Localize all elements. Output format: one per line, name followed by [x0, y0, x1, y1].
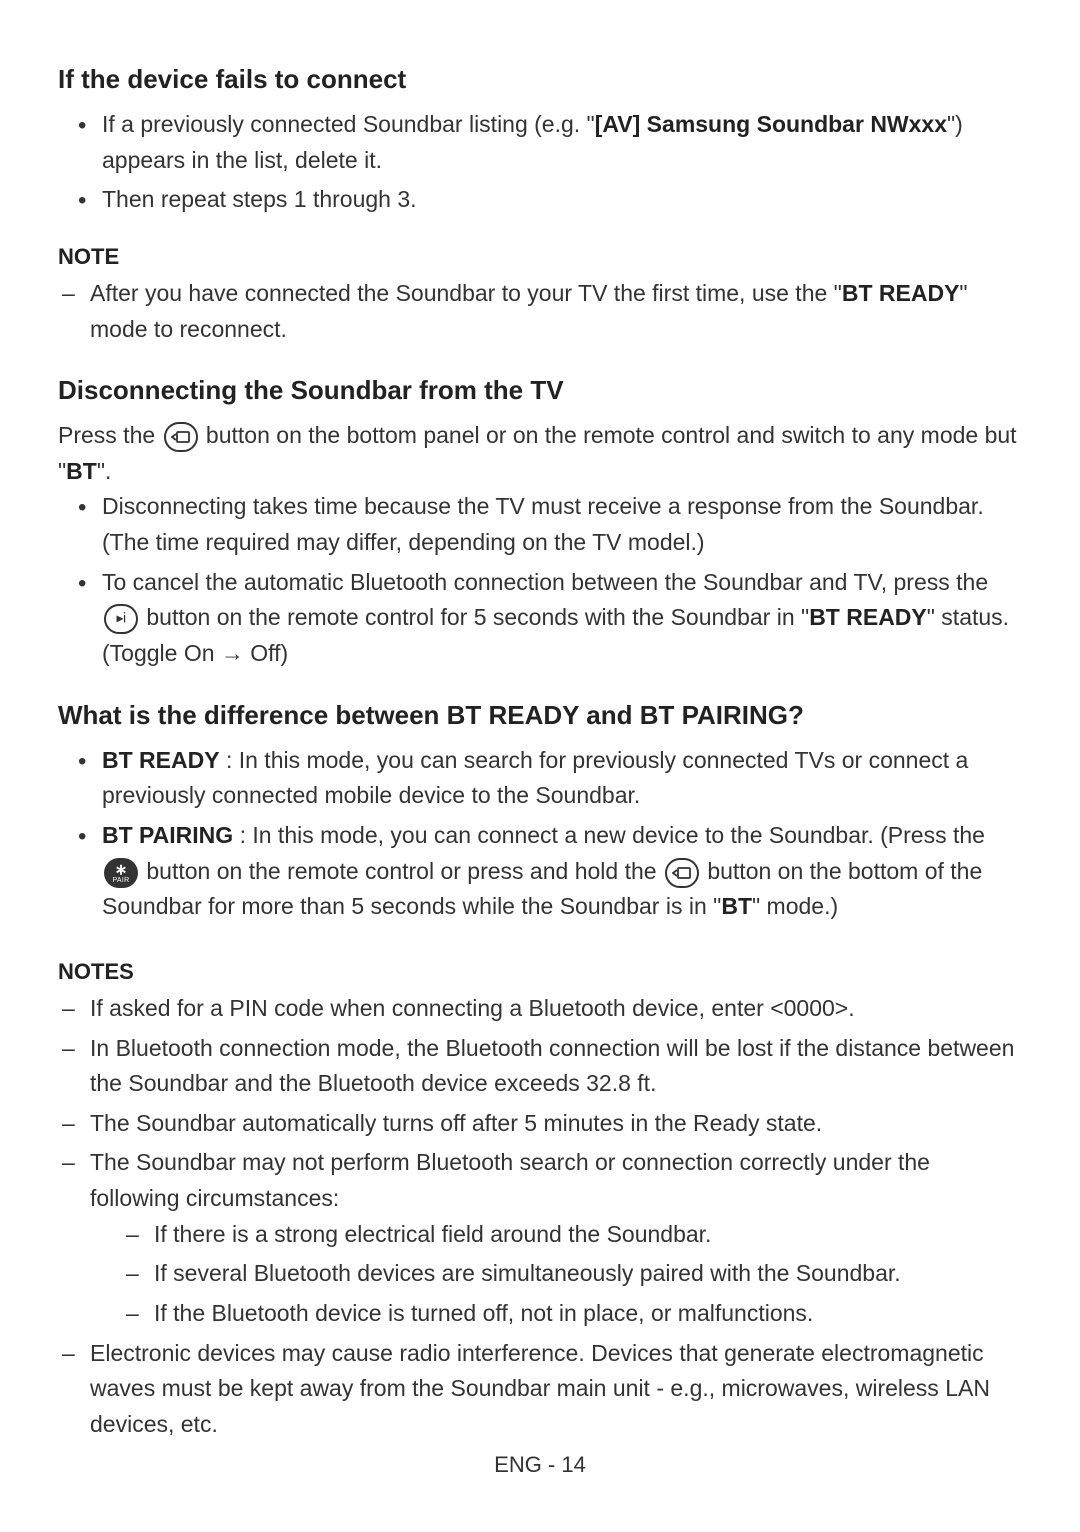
list-item: After you have connected the Soundbar to… [90, 276, 1022, 347]
list-item: The Soundbar automatically turns off aft… [90, 1106, 1022, 1142]
bullet-list: Disconnecting takes time because the TV … [58, 489, 1022, 671]
text: : In this mode, you can search for previ… [102, 747, 968, 809]
list-item: BT READY : In this mode, you can search … [102, 743, 1022, 814]
dash-list-inner: If there is a strong electrical field ar… [90, 1217, 1022, 1332]
text-bold: BT PAIRING [102, 822, 233, 848]
text: ". [97, 458, 112, 484]
text-bold: BT READY [842, 280, 960, 306]
list-item: Then repeat steps 1 through 3. [102, 182, 1022, 218]
page-footer: ENG - 14 [0, 1452, 1080, 1478]
text: button on the remote control for 5 secon… [140, 604, 809, 630]
note-label: NOTE [58, 244, 1022, 270]
paragraph: Press the button on the bottom panel or … [58, 418, 1022, 489]
text: (The time required may differ, depending… [102, 529, 705, 555]
text: Disconnecting takes time because the TV … [102, 493, 984, 519]
text: If a previously connected Soundbar listi… [102, 111, 595, 137]
text: button on the bottom panel or on the rem… [58, 422, 1017, 484]
text: : In this mode, you can connect a new de… [233, 822, 985, 848]
text-bold: BT [721, 893, 752, 919]
list-item: In Bluetooth connection mode, the Blueto… [90, 1031, 1022, 1102]
source-icon [164, 422, 198, 452]
list-item: Electronic devices may cause radio inter… [90, 1336, 1022, 1443]
text: To cancel the automatic Bluetooth connec… [102, 569, 988, 595]
play-pause-icon [104, 604, 138, 634]
notes-label: NOTES [58, 959, 1022, 985]
list-item: If asked for a PIN code when connecting … [90, 991, 1022, 1027]
text-bold: BT READY [809, 604, 927, 630]
text: The Soundbar may not perform Bluetooth s… [90, 1149, 930, 1211]
text-bold: BT READY [102, 747, 220, 773]
text: " mode.) [752, 893, 838, 919]
bullet-list: BT READY : In this mode, you can search … [58, 743, 1022, 925]
bullet-list: If a previously connected Soundbar listi… [58, 107, 1022, 218]
text: Press the [58, 422, 162, 448]
list-item: If there is a strong electrical field ar… [154, 1217, 1022, 1253]
text-bold: [AV] Samsung Soundbar NWxxx [595, 111, 947, 137]
list-item: BT PAIRING : In this mode, you can conne… [102, 818, 1022, 925]
list-item: If the Bluetooth device is turned off, n… [154, 1296, 1022, 1332]
text-bold: BT [66, 458, 97, 484]
bt-pair-icon: ∗PAIR [104, 858, 138, 888]
section-heading-disconnecting: Disconnecting the Soundbar from the TV [58, 375, 1022, 406]
dash-list: If asked for a PIN code when connecting … [58, 991, 1022, 1443]
list-item: Disconnecting takes time because the TV … [102, 489, 1022, 560]
list-item: The Soundbar may not perform Bluetooth s… [90, 1145, 1022, 1331]
section-heading-fails-connect: If the device fails to connect [58, 64, 1022, 95]
text: button on the remote control or press an… [140, 858, 663, 884]
source-icon [665, 858, 699, 888]
text: After you have connected the Soundbar to… [90, 280, 842, 306]
dash-list: After you have connected the Soundbar to… [58, 276, 1022, 347]
list-item: If a previously connected Soundbar listi… [102, 107, 1022, 178]
section-heading-bt-difference: What is the difference between BT READY … [58, 700, 1022, 731]
pair-label: PAIR [112, 876, 129, 887]
list-item: To cancel the automatic Bluetooth connec… [102, 565, 1022, 672]
list-item: If several Bluetooth devices are simulta… [154, 1256, 1022, 1292]
